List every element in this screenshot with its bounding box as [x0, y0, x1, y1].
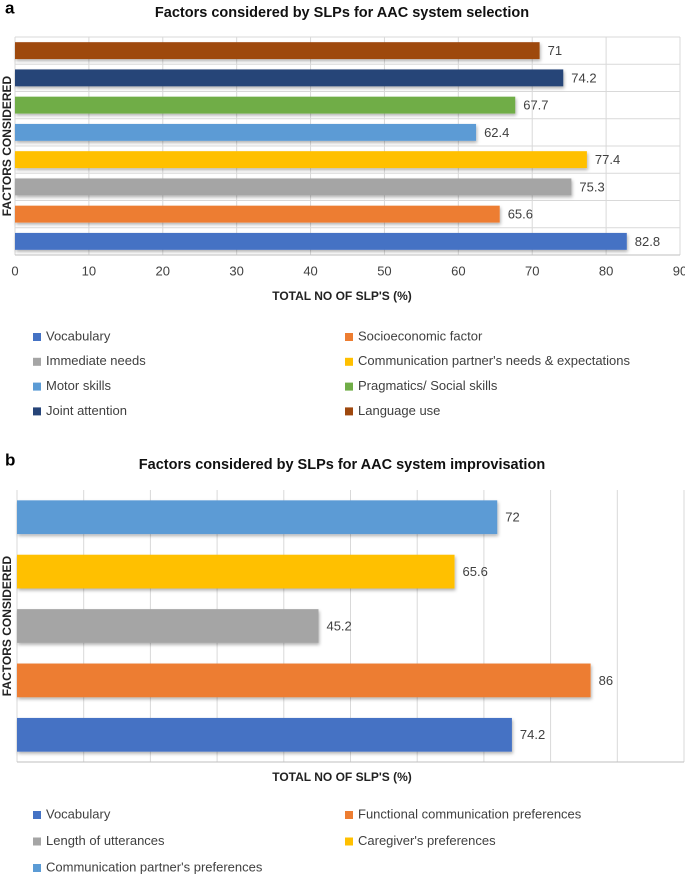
legend-label: Socioeconomic factor	[358, 328, 483, 343]
bar	[15, 178, 572, 196]
bar	[17, 663, 591, 698]
x-tick-label: 60	[451, 263, 465, 278]
legend-label: Vocabulary	[46, 806, 111, 821]
legend-swatch	[345, 357, 353, 366]
data-label: 71	[548, 43, 562, 58]
bar	[15, 96, 516, 114]
x-tick-label: 70	[525, 263, 539, 278]
data-label: 65.6	[463, 564, 488, 579]
x-tick-label: 80	[599, 263, 613, 278]
chart-title: Factors considered by SLPs for AAC syste…	[155, 5, 529, 21]
data-label: 86	[599, 673, 613, 688]
legend-label: Language use	[358, 403, 440, 418]
legend-label: Length of utterances	[46, 833, 165, 848]
legend-swatch	[33, 811, 41, 819]
legend-label: Joint attention	[46, 403, 127, 418]
legend-swatch	[33, 357, 41, 366]
legend-swatch	[33, 333, 41, 341]
legend-swatch	[345, 382, 353, 391]
x-axis-title: TOTAL NO OF SLP'S (%)	[272, 289, 412, 303]
bar	[17, 717, 512, 752]
bar	[17, 609, 319, 643]
legend-swatch	[33, 864, 41, 872]
x-tick-label: 10	[82, 263, 96, 278]
legend-swatch	[345, 407, 353, 416]
bar	[15, 123, 477, 141]
x-tick-label: 30	[229, 263, 243, 278]
legend-label: Caregiver's preferences	[358, 833, 496, 848]
panel-label: a	[5, 0, 15, 17]
data-label: 65.6	[508, 207, 533, 222]
bar	[15, 232, 627, 250]
x-tick-label: 40	[303, 263, 317, 278]
legend-swatch	[33, 407, 41, 416]
x-tick-label: 50	[377, 263, 391, 278]
bar	[15, 205, 500, 223]
legend-swatch	[345, 811, 353, 819]
x-tick-label: 90	[673, 263, 685, 278]
data-label: 74.2	[520, 727, 545, 742]
legend-label: Pragmatics/ Social skills	[358, 378, 498, 393]
y-axis-title: FACTORS CONSIDERED	[0, 75, 14, 216]
data-label: 74.2	[571, 70, 596, 85]
data-label: 62.4	[484, 125, 509, 140]
data-label: 77.4	[595, 152, 620, 167]
legend-swatch	[33, 382, 41, 391]
bar	[17, 500, 498, 535]
legend-label: Immediate needs	[46, 353, 146, 368]
bar	[17, 554, 455, 589]
data-label: 75.3	[579, 179, 604, 194]
legend-label: Functional communication preferences	[358, 806, 582, 821]
chart-title: Factors considered by SLPs for AAC syste…	[139, 457, 545, 473]
data-label: 72	[505, 510, 519, 525]
data-label: 45.2	[326, 618, 351, 633]
panel-label: b	[5, 450, 15, 469]
x-axis-title: TOTAL NO OF SLP'S (%)	[272, 770, 412, 784]
legend-label: Vocabulary	[46, 328, 111, 343]
y-axis-title: FACTORS CONSIDERED	[0, 555, 14, 696]
bar	[15, 151, 587, 169]
x-tick-label: 20	[156, 263, 170, 278]
legend-swatch	[345, 837, 353, 846]
x-tick-label: 0	[11, 263, 18, 278]
legend-swatch	[33, 837, 41, 846]
legend-label: Motor skills	[46, 378, 112, 393]
bar	[15, 69, 564, 87]
legend-label: Communication partner's preferences	[46, 859, 263, 874]
bar	[15, 42, 540, 60]
legend-swatch	[345, 333, 353, 341]
data-label: 82.8	[635, 234, 660, 249]
legend-label: Communication partner's needs & expectat…	[358, 353, 631, 368]
data-label: 67.7	[523, 98, 548, 113]
